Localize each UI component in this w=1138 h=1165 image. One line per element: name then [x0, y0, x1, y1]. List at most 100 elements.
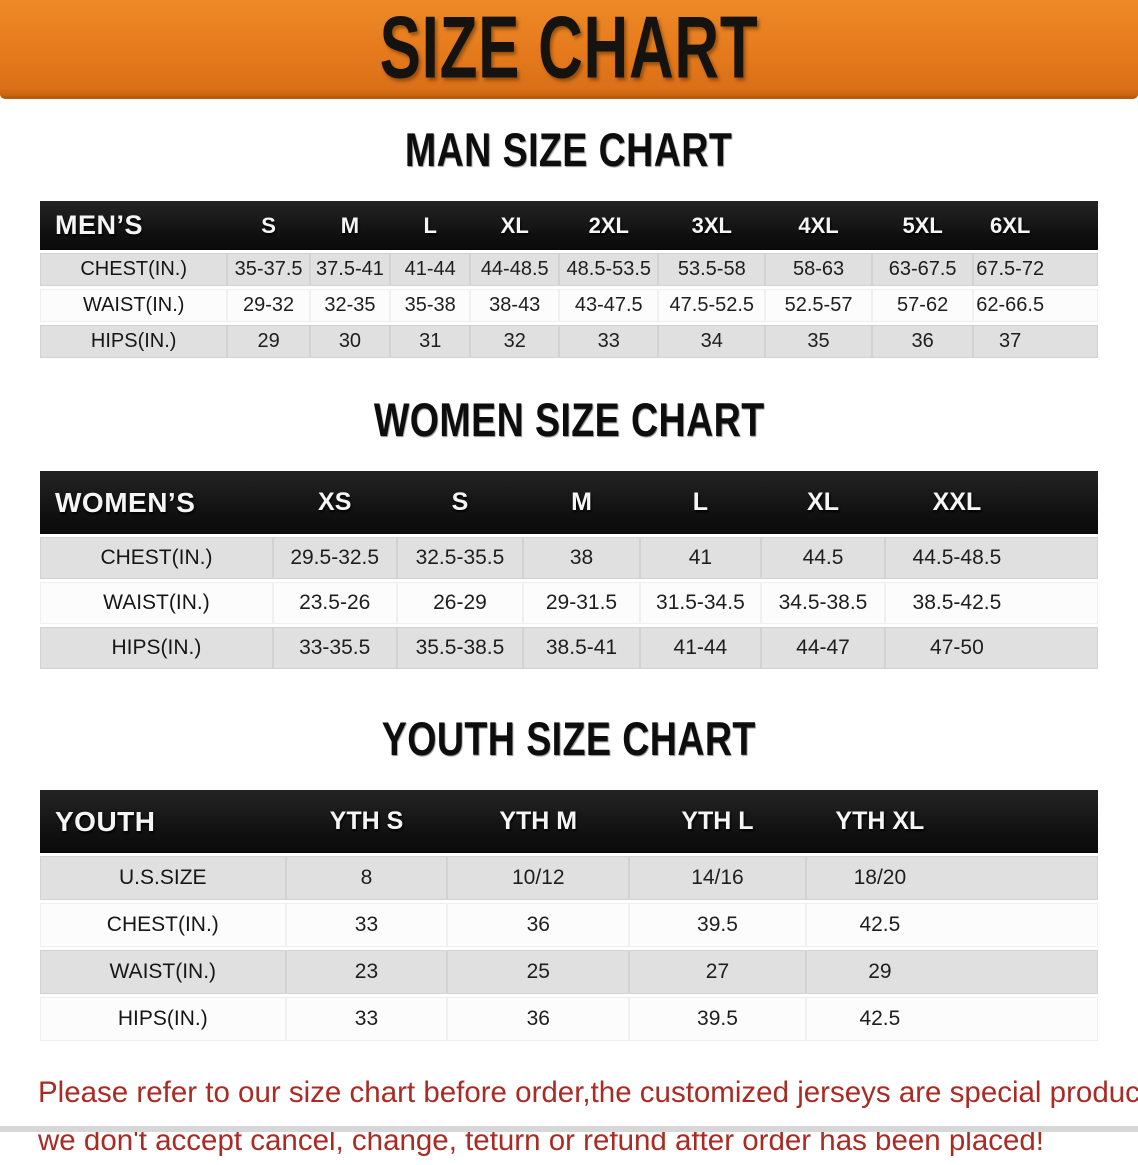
size-value-cell: 67.5-72: [973, 253, 1098, 286]
size-column-header: YTH S: [285, 790, 448, 853]
size-value-cell: 35.5-38.5: [396, 627, 524, 669]
size-value-cell: 37.5-41: [309, 253, 391, 286]
men-size-table: MEN’S S M L XL 2XL 3XL 4XL 5XL 6XL CHEST(IN.) 35-37…: [40, 198, 1098, 361]
size-column-header: YTH M: [447, 790, 630, 853]
size-value-cell: 32: [470, 325, 560, 358]
size-value-cell: 14/16: [629, 856, 806, 900]
size-column-header: L: [639, 471, 762, 534]
youth-size-table: YOUTH YTH S YTH M YTH L YTH XL U.S.SIZE 8 10/12…: [40, 787, 1098, 1044]
size-value-cell: 29: [805, 950, 1098, 994]
bottom-edge-strip: [0, 1126, 1138, 1132]
size-value-cell: 33: [285, 903, 448, 947]
size-value-cell: 35-38: [390, 289, 471, 322]
size-column-header: 4XL: [765, 201, 872, 250]
size-column-header: 3XL: [658, 201, 766, 250]
size-value-cell: 26-29: [396, 582, 524, 624]
row-label: CHEST(IN.): [40, 903, 286, 947]
table-row: WAIST(IN.) 23 25 27 29: [40, 950, 1098, 994]
row-label: HIPS(IN.): [40, 325, 228, 358]
size-value-cell: 35: [765, 325, 872, 358]
size-value-cell: 31.5-34.5: [639, 582, 762, 624]
banner-title: SIZE CHART: [379, 0, 759, 97]
size-value-cell: 29-31.5: [523, 582, 640, 624]
table-row: CHEST(IN.) 33 36 39.5 42.5: [40, 903, 1098, 947]
size-value-cell: 41: [639, 537, 762, 579]
size-chart-banner: SIZE CHART: [0, 0, 1138, 99]
size-column-header: YTH L: [629, 790, 806, 853]
table-corner-label: MEN’S: [40, 201, 228, 250]
size-column-header: S: [227, 201, 310, 250]
size-value-cell: 42.5: [805, 903, 1098, 947]
size-value-cell: 47-50: [884, 627, 1098, 669]
size-column-header: XXL: [884, 471, 1098, 534]
table-row: U.S.SIZE 8 10/12 14/16 18/20: [40, 856, 1098, 900]
women-section-heading: WOMEN SIZE CHART: [373, 393, 765, 446]
table-row: CHEST(IN.) 35-37.5 37.5-41 41-44 44-48.5 48.5…: [40, 253, 1098, 286]
row-label: CHEST(IN.): [40, 253, 228, 286]
man-section-heading: MAN SIZE CHART: [405, 123, 733, 176]
size-value-cell: 58-63: [765, 253, 872, 286]
size-value-cell: 33: [285, 997, 448, 1041]
size-value-cell: 43-47.5: [559, 289, 659, 322]
size-value-cell: 63-67.5: [871, 253, 974, 286]
size-value-cell: 30: [309, 325, 391, 358]
size-value-cell: 57-62: [871, 289, 974, 322]
row-label: U.S.SIZE: [40, 856, 286, 900]
size-value-cell: 42.5: [805, 997, 1098, 1041]
size-column-header: XL: [470, 201, 560, 250]
table-row: WAIST(IN.) 23.5-26 26-29 29-31.5 31.5-34.5 34…: [40, 582, 1098, 624]
size-value-cell: 62-66.5: [973, 289, 1098, 322]
size-column-header: M: [309, 201, 391, 250]
row-label: HIPS(IN.): [40, 997, 286, 1041]
table-row: CHEST(IN.) 29.5-32.5 32.5-35.5 38 41 44.5 44.5…: [40, 537, 1098, 579]
size-value-cell: 8: [285, 856, 448, 900]
size-value-cell: 34.5-38.5: [761, 582, 885, 624]
size-value-cell: 38.5-42.5: [884, 582, 1098, 624]
size-value-cell: 31: [390, 325, 471, 358]
size-value-cell: 38-43: [470, 289, 560, 322]
table-row: HIPS(IN.) 33 36 39.5 42.5: [40, 997, 1098, 1041]
size-value-cell: 39.5: [629, 903, 806, 947]
disclaimer-text: Please refer to our size chart before or…: [0, 1069, 1138, 1165]
table-row: HIPS(IN.) 33-35.5 35.5-38.5 38.5-41 41-44 44-…: [40, 627, 1098, 669]
size-value-cell: 36: [447, 997, 630, 1041]
row-label: WAIST(IN.): [40, 950, 286, 994]
youth-section-heading: YOUTH SIZE CHART: [381, 712, 757, 765]
size-column-header: 5XL: [871, 201, 974, 250]
size-value-cell: 44-48.5: [470, 253, 560, 286]
row-label: CHEST(IN.): [40, 537, 273, 579]
table-corner-label: YOUTH: [40, 790, 286, 853]
size-column-header: 2XL: [559, 201, 659, 250]
size-column-header: 6XL: [973, 201, 1098, 250]
size-value-cell: 34: [658, 325, 766, 358]
size-value-cell: 29-32: [227, 289, 310, 322]
table-corner-label: WOMEN’S: [40, 471, 273, 534]
row-label: HIPS(IN.): [40, 627, 273, 669]
table-row: WAIST(IN.) 29-32 32-35 35-38 38-43 43-47.5 47.…: [40, 289, 1098, 322]
size-value-cell: 33: [559, 325, 659, 358]
size-value-cell: 23: [285, 950, 448, 994]
table-row: HIPS(IN.) 29 30 31 32 33 34 35 36 37: [40, 325, 1098, 358]
size-value-cell: 39.5: [629, 997, 806, 1041]
disclaimer-line-2: we don't accept cancel, change, teturn o…: [38, 1124, 1044, 1157]
size-value-cell: 29.5-32.5: [272, 537, 397, 579]
size-value-cell: 38: [523, 537, 640, 579]
size-value-cell: 18/20: [805, 856, 1098, 900]
size-column-header: M: [523, 471, 640, 534]
size-value-cell: 32-35: [309, 289, 391, 322]
women-size-table: WOMEN’S XS S M L XL XXL CHEST(IN.) 29.5-32.5 32.5…: [40, 468, 1098, 672]
size-value-cell: 48.5-53.5: [559, 253, 659, 286]
table-header-row: YOUTH YTH S YTH M YTH L YTH XL: [40, 790, 1098, 853]
size-value-cell: 36: [871, 325, 974, 358]
size-value-cell: 33-35.5: [272, 627, 397, 669]
table-header-row: MEN’S S M L XL 2XL 3XL 4XL 5XL 6XL: [40, 201, 1098, 250]
size-column-header: L: [390, 201, 471, 250]
size-value-cell: 25: [447, 950, 630, 994]
size-value-cell: 52.5-57: [765, 289, 872, 322]
size-value-cell: 44-47: [761, 627, 885, 669]
size-value-cell: 35-37.5: [227, 253, 310, 286]
disclaimer-line-1: Please refer to our size chart before or…: [38, 1076, 1138, 1109]
size-value-cell: 36: [447, 903, 630, 947]
size-value-cell: 41-44: [639, 627, 762, 669]
size-value-cell: 44.5-48.5: [884, 537, 1098, 579]
